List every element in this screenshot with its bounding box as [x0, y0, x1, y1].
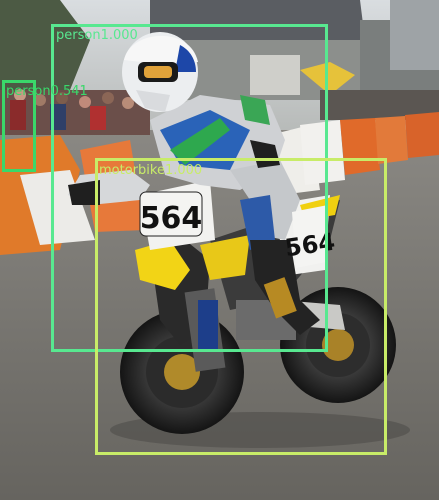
- detection-box-person-2: person0.541: [2, 80, 88, 172]
- detection-box-person-1: person1.000: [51, 24, 328, 352]
- detection-label-person-2: person0.541: [6, 84, 88, 99]
- detection-label-motorbike: motorbike1.000: [99, 163, 203, 178]
- detection-label-person-1: person1.000: [56, 28, 138, 43]
- detection-box-motorbike: motorbike1.000: [95, 158, 387, 455]
- front-plate-number: 564: [140, 201, 203, 236]
